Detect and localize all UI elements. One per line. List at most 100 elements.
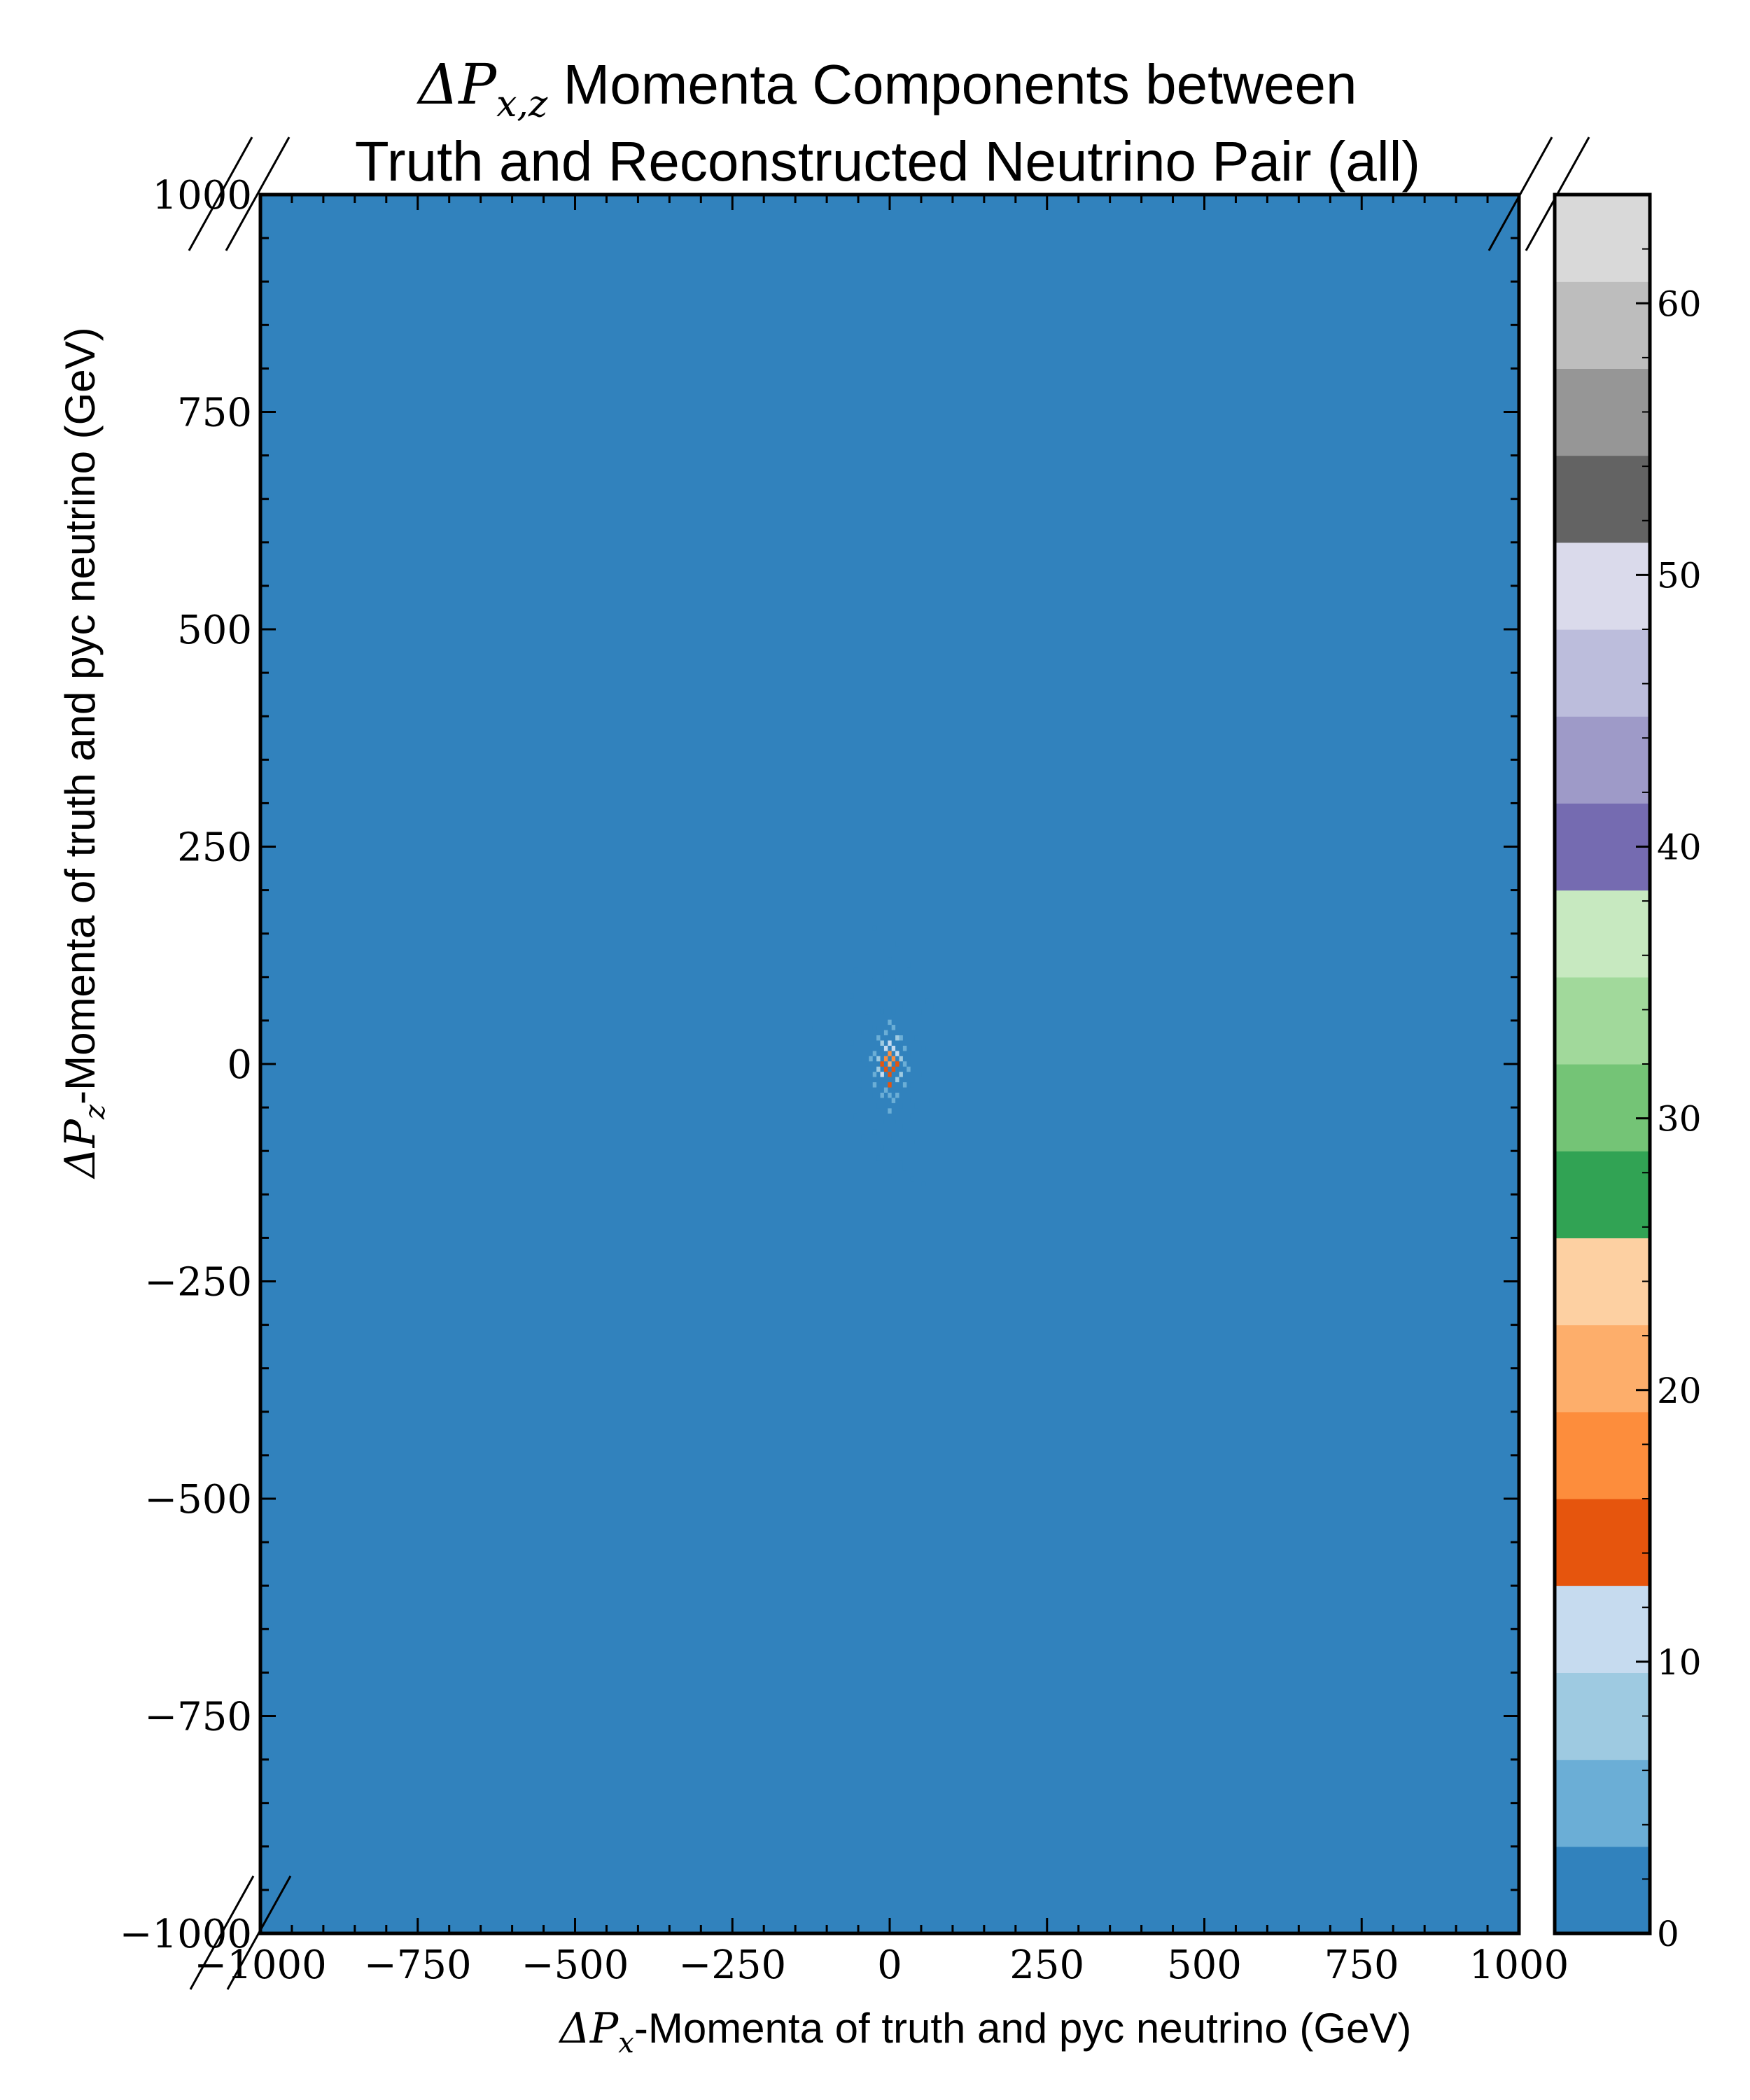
colorbar-segment — [1555, 890, 1650, 978]
heatmap-cell — [895, 1119, 899, 1124]
heatmap-cell — [880, 1092, 884, 1098]
heatmap-cell — [888, 1092, 892, 1098]
heatmap-cell — [888, 1108, 892, 1114]
title-line1-rest: Momenta Components between — [547, 53, 1357, 115]
heatmap-cell — [876, 1155, 881, 1161]
colorbar-segment — [1555, 1064, 1650, 1152]
x-tick-label: 1000 — [1469, 1942, 1569, 1988]
heatmap-cell — [850, 1040, 854, 1046]
heatmap-cell — [891, 1098, 896, 1103]
heatmap-cells — [808, 925, 937, 1187]
y-tick-label: −750 — [144, 1695, 252, 1740]
colorbar-tick-label: 50 — [1657, 555, 1702, 596]
heatmap-cell — [925, 998, 930, 1004]
y-tick-label: −500 — [144, 1477, 252, 1522]
heatmap-cell — [895, 1061, 899, 1067]
heatmap-cell — [891, 1045, 896, 1051]
heatmap-cell — [880, 1061, 884, 1067]
heatmap-cell — [891, 1066, 896, 1072]
heatmap-cell — [899, 1035, 903, 1041]
colorbar-segment — [1555, 976, 1650, 1065]
heatmap-cell — [910, 1082, 915, 1088]
x-axis-label: ΔPx-Momenta of truth and pyc neutrino (G… — [559, 2004, 1412, 2059]
ylabel-symbol: ΔP — [56, 1118, 105, 1179]
colorbar-tick-label: 20 — [1657, 1371, 1702, 1411]
heatmap-cell — [888, 1040, 892, 1046]
colorbar: 0 10 20 30 40 50 60 — [1555, 194, 1702, 1954]
colorbar-segment — [1555, 1672, 1650, 1760]
colorbar-tick-label: 10 — [1657, 1642, 1702, 1683]
heatmap-cell — [864, 1066, 869, 1072]
colorbar-tick-label: 40 — [1657, 827, 1702, 868]
heatmap-cell — [895, 941, 899, 947]
break-mark-top-right-1 — [1488, 136, 1553, 251]
heatmap-cell — [861, 1030, 865, 1036]
x-tick-label: −250 — [678, 1942, 786, 1988]
x-tick-label: 750 — [1324, 1942, 1399, 1988]
heatmap-cell — [846, 1140, 850, 1145]
heatmap-cell — [902, 1082, 907, 1088]
heatmap-cell — [910, 1051, 915, 1056]
heatmap-cell — [914, 1102, 918, 1109]
heatmap-cell — [876, 1102, 881, 1109]
heatmap-cell — [933, 1004, 937, 1009]
chart-title-line2: Truth and Reconstructed Neutrino Pair (a… — [355, 130, 1420, 192]
heatmap-cell — [918, 1072, 922, 1077]
heatmap-cell — [914, 1140, 918, 1145]
heatmap-cell — [880, 1144, 884, 1150]
heatmap-cell — [891, 1025, 896, 1030]
heatmap-cell — [864, 1045, 869, 1051]
colorbar-segment — [1555, 195, 1650, 282]
heatmap-cell — [876, 1035, 881, 1041]
heatmap-cell — [876, 998, 881, 1004]
xlabel-symbol: ΔP — [559, 2004, 620, 2053]
chart-title-line1: ΔPx,z Momenta Components between — [416, 52, 1357, 125]
colorbar-tick-label: 30 — [1657, 1099, 1702, 1140]
heatmap-cell — [883, 1119, 888, 1124]
ylabel-rest: -Momenta of truth and pyc neutrino (GeV) — [57, 327, 104, 1105]
colorbar-segment — [1555, 542, 1650, 630]
heatmap-cell — [888, 1019, 892, 1026]
y-tick-label: 1000 — [152, 173, 252, 218]
colorbar-segment — [1555, 1151, 1650, 1238]
heatmap-cell — [895, 978, 899, 983]
x-tick-label: 0 — [877, 1942, 902, 1988]
heatmap-cell — [888, 1170, 892, 1177]
heatmap-cell — [888, 1134, 892, 1140]
heatmap-cell — [853, 967, 858, 973]
heatmap-cell — [883, 1030, 888, 1036]
heatmap-cell — [902, 1061, 907, 1067]
heatmap-cell — [899, 1004, 903, 1009]
heatmap-cell — [895, 1092, 899, 1098]
heatmap-cell — [906, 1098, 911, 1103]
heatmap-cell — [883, 1066, 888, 1072]
heatmap-cell — [883, 1045, 888, 1051]
colorbar-segment — [1555, 368, 1650, 456]
y-tick-label: −1000 — [120, 1912, 252, 1957]
colorbar-segment — [1555, 1759, 1650, 1847]
colorbar-segment — [1555, 281, 1650, 369]
x-tick-label: 250 — [1009, 1942, 1084, 1988]
heatmap-cell — [888, 1082, 892, 1088]
heatmap-cell — [921, 1045, 926, 1051]
heatmap-cell — [883, 972, 888, 979]
colorbar-segment — [1555, 1499, 1650, 1586]
heatmap-cell — [864, 1009, 869, 1015]
title-subscript: x,z — [496, 83, 548, 125]
heatmap-cell — [891, 1056, 896, 1062]
break-mark-bottom-left-2 — [226, 1875, 292, 1990]
heatmap-cell — [910, 1176, 915, 1182]
heatmap-cell — [872, 1082, 877, 1088]
heatmap-cell — [876, 1066, 881, 1072]
heatmap-cell — [899, 1102, 903, 1109]
axis-ticks: −1000 −750 −500 −250 0 250 500 750 1000 −1000 −750… — [120, 173, 1569, 1988]
heatmap-cell — [869, 1092, 873, 1098]
plot-frame — [258, 192, 1521, 1935]
heatmap-cell — [808, 1025, 813, 1030]
heatmap-cell — [872, 1025, 877, 1030]
colorbar-segment — [1555, 1846, 1650, 1934]
heatmap-cell — [850, 993, 854, 999]
heatmap-cell — [902, 1166, 907, 1171]
heatmap-cell — [891, 988, 896, 994]
heatmap-cell — [899, 1056, 903, 1062]
